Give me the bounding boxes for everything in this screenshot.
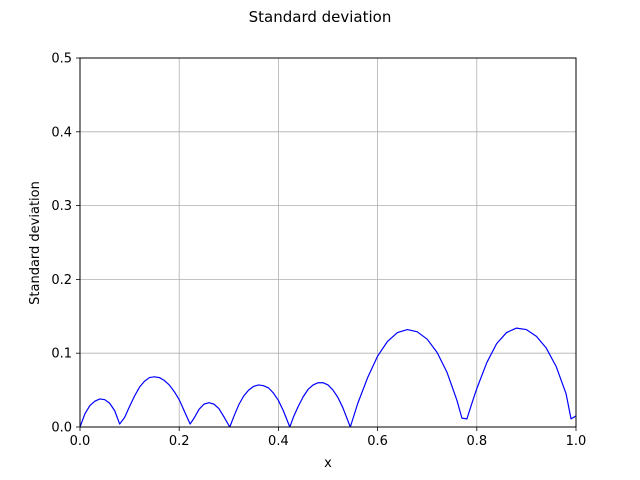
y-tick-label: 0.3: [51, 199, 72, 214]
y-axis-label: Standard deviation: [28, 181, 43, 305]
y-tick-label: 0.1: [51, 347, 72, 362]
x-tick-label: 0.4: [268, 434, 289, 449]
series-line: [79, 327, 577, 428]
x-tick-label: 0.0: [70, 434, 91, 449]
x-tick-label: 0.6: [367, 434, 388, 449]
x-tick-label: 0.8: [466, 434, 487, 449]
series-layer: [79, 327, 577, 428]
y-tick-label: 0.5: [51, 52, 72, 67]
axis-ticks: 0.0 0.2 0.4 0.6 0.8 1.0 0.0 0.1 0.2 0.3 0.4 0.5: [51, 52, 586, 450]
x-tick-label: 0.2: [169, 434, 190, 449]
x-axis-label: x: [324, 456, 332, 471]
x-tick-label: 1.0: [566, 434, 587, 449]
grid-lines: [79, 57, 577, 428]
y-tick-label: 0.4: [51, 125, 72, 140]
y-tick-label: 0.2: [51, 273, 72, 288]
y-tick-label: 0.0: [51, 421, 72, 436]
plot-frame: [79, 57, 577, 428]
chart-title: Standard deviation: [249, 8, 392, 26]
